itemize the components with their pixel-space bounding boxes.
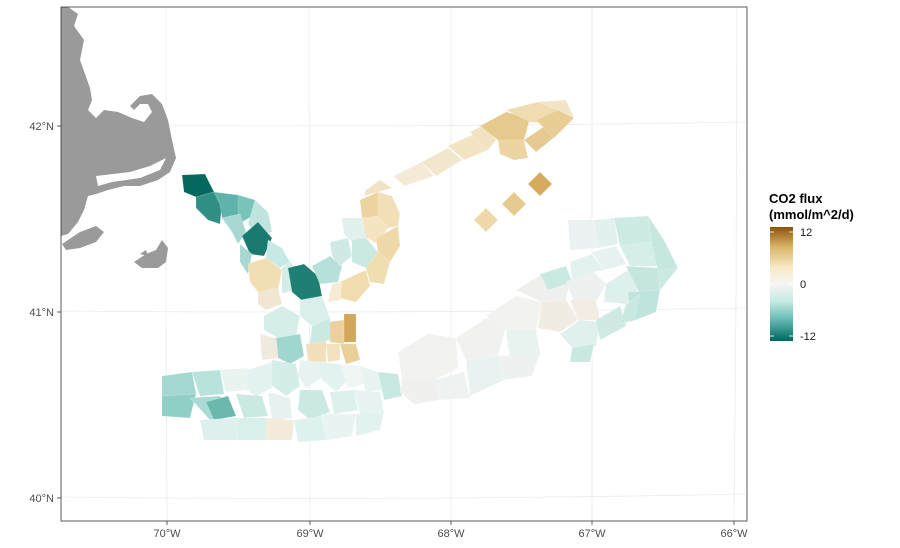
- flux-cell: [317, 361, 349, 393]
- flux-cell: [473, 207, 499, 233]
- flux-cell: [339, 363, 365, 389]
- flux-cell: [219, 367, 249, 393]
- flux-cell: [393, 161, 435, 187]
- axis-ticks: [57, 125, 735, 525]
- y-tick-label: 40°N: [29, 493, 54, 505]
- flux-cell: [569, 343, 595, 363]
- flux-cell: [161, 371, 197, 397]
- mainland-and-cape-cod: [61, 7, 176, 236]
- flux-cell: [325, 343, 341, 363]
- flux-cell: [593, 217, 619, 249]
- x-tick-label: 70°W: [153, 528, 181, 540]
- x-tick-label: 66°W: [720, 528, 748, 540]
- flux-cell: [399, 377, 441, 405]
- flux-cell: [375, 225, 401, 263]
- flux-cell: [595, 305, 627, 341]
- x-tick-label: 67°W: [578, 528, 606, 540]
- legend-title-line1: CO2 flux: [769, 191, 823, 206]
- legend-colorbar: [770, 227, 793, 341]
- flux-cell: [321, 413, 357, 441]
- legend-ticks: [770, 231, 793, 337]
- flux-cell: [537, 99, 575, 119]
- flux-cell: [355, 411, 385, 437]
- flux-cell: [421, 147, 463, 177]
- meridian-66w: [733, 7, 738, 521]
- flux-cell: [327, 319, 345, 345]
- flux-cell: [265, 239, 291, 269]
- flux-cell: [485, 295, 543, 331]
- legend-title-line2: (mmol/m^2/d): [769, 207, 854, 222]
- flux-cell: [191, 369, 225, 397]
- small-island: [140, 250, 148, 256]
- cape-cod-inner: [96, 158, 166, 186]
- flux-cell: [377, 191, 401, 229]
- x-tick-label: 69°W: [296, 528, 324, 540]
- legend: CO2 flux (mmol/m^2/d) 12 0 -12: [769, 191, 854, 343]
- flux-cell: [297, 359, 323, 389]
- parallel-40n: [61, 493, 747, 499]
- flux-cell: [235, 417, 267, 441]
- nantucket: [134, 240, 168, 268]
- flux-cell: [363, 179, 393, 197]
- flux-cell: [537, 299, 579, 333]
- flux-cell: [305, 339, 327, 363]
- land-massachusetts: [61, 7, 176, 268]
- flux-cell: [613, 215, 653, 247]
- flux-cell: [343, 313, 357, 343]
- flux-cell: [265, 417, 295, 441]
- flux-cells: [161, 99, 679, 443]
- meridian-70w: [165, 7, 168, 521]
- flux-cell: [235, 393, 269, 419]
- legend-tick-label: -12: [800, 331, 816, 343]
- flux-cell: [259, 333, 279, 361]
- flux-cell: [591, 245, 627, 271]
- flux-cell: [567, 219, 599, 251]
- flux-cell: [309, 317, 331, 345]
- flux-cell: [327, 281, 343, 303]
- panel-border: [60, 6, 748, 522]
- flux-cell: [221, 213, 247, 245]
- flux-cell: [293, 415, 327, 443]
- flux-cell: [377, 371, 403, 401]
- flux-cell: [657, 267, 679, 291]
- flux-cell: [257, 287, 283, 311]
- flux-cell: [559, 319, 601, 351]
- flux-cell: [311, 255, 343, 285]
- flux-cell: [501, 191, 527, 217]
- flux-cell: [433, 371, 471, 401]
- flux-cell: [479, 111, 531, 141]
- flux-cell: [161, 393, 197, 419]
- flux-cell: [365, 251, 391, 285]
- x-tick-label: 68°W: [437, 528, 465, 540]
- flux-cell: [455, 317, 507, 361]
- flux-cell: [497, 353, 541, 381]
- flux-cell: [199, 417, 239, 441]
- flux-cell: [569, 253, 605, 281]
- flux-cell: [527, 171, 553, 197]
- flux-cell: [267, 391, 293, 421]
- flux-cell: [297, 389, 331, 421]
- flux-cell: [339, 343, 361, 365]
- marthas-vineyard: [62, 226, 104, 250]
- flux-cell: [329, 389, 359, 415]
- flux-cell: [329, 237, 353, 267]
- flux-cell: [497, 139, 529, 161]
- legend-tick-label: 0: [800, 279, 806, 291]
- y-tick-label: 42°N: [29, 121, 54, 133]
- y-tick-label: 41°N: [29, 307, 54, 319]
- flux-cell: [619, 293, 641, 325]
- legend-tick-label: 12: [800, 227, 812, 239]
- flux-cell: [205, 395, 237, 421]
